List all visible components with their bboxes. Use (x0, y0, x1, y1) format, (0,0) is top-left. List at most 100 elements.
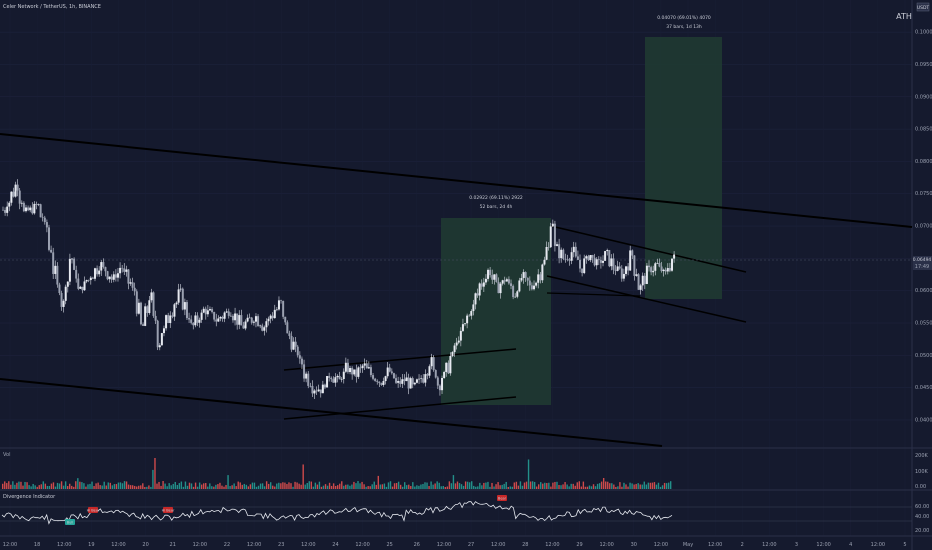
candle-body[interactable] (87, 279, 90, 281)
candle-body[interactable] (564, 258, 567, 260)
candle-body[interactable] (353, 369, 356, 375)
candle-body[interactable] (388, 367, 391, 372)
candle-body[interactable] (227, 311, 230, 316)
candle-body[interactable] (110, 276, 113, 280)
candle-body[interactable] (206, 310, 209, 315)
candle-body[interactable] (60, 292, 63, 307)
candle-body[interactable] (146, 306, 149, 313)
candle-body[interactable] (579, 259, 582, 269)
candle-body[interactable] (192, 322, 195, 326)
candle-body[interactable] (273, 309, 276, 319)
candle-body[interactable] (294, 341, 297, 347)
candle-body[interactable] (510, 283, 513, 286)
candle-body[interactable] (595, 259, 598, 266)
trendline-flag-base[interactable] (546, 292, 641, 297)
candle-body[interactable] (200, 312, 203, 320)
candle-body[interactable] (116, 273, 119, 278)
candle-body[interactable] (484, 278, 487, 283)
candle-body[interactable] (338, 375, 341, 380)
candle-body[interactable] (428, 366, 431, 376)
candle-body[interactable] (476, 293, 479, 296)
candle-body[interactable] (282, 300, 285, 317)
candle-body[interactable] (100, 262, 103, 271)
candle-body[interactable] (530, 285, 533, 290)
candle-body[interactable] (432, 357, 435, 371)
candle-body[interactable] (154, 315, 157, 321)
candle-body[interactable] (91, 277, 94, 279)
candle-body[interactable] (643, 275, 646, 284)
candle-body[interactable] (108, 276, 111, 280)
candle-body[interactable] (98, 270, 101, 275)
candle-body[interactable] (526, 277, 529, 281)
candle-body[interactable] (290, 335, 293, 350)
candle-body[interactable] (303, 364, 306, 379)
candle-body[interactable] (167, 315, 170, 323)
candle-body[interactable] (93, 268, 96, 279)
trendline-wedge-upper[interactable] (283, 348, 517, 371)
candle-body[interactable] (468, 315, 471, 317)
candle-body[interactable] (637, 274, 640, 290)
candle-body[interactable] (252, 321, 255, 323)
candle-body[interactable] (37, 204, 40, 205)
candle-body[interactable] (384, 376, 387, 382)
candle-body[interactable] (380, 383, 383, 385)
indicator-signal-badge[interactable] (65, 519, 75, 525)
trendline-flag-upper[interactable] (550, 225, 747, 273)
candle-body[interactable] (566, 259, 569, 260)
candle-body[interactable] (497, 281, 500, 294)
candle-body[interactable] (41, 217, 44, 218)
candle-body[interactable] (520, 278, 523, 281)
candle-body[interactable] (217, 318, 220, 322)
candle-body[interactable] (298, 355, 301, 359)
candle-body[interactable] (131, 282, 134, 288)
candle-body[interactable] (231, 315, 234, 321)
candle-body[interactable] (33, 203, 36, 214)
candle-body[interactable] (39, 204, 42, 218)
trendline-lower-channel[interactable] (0, 378, 663, 447)
candle-body[interactable] (386, 367, 389, 377)
candle-body[interactable] (562, 249, 565, 259)
candle-body[interactable] (608, 250, 611, 267)
candle-body[interactable] (29, 207, 32, 211)
candle-body[interactable] (171, 315, 174, 317)
candle-body[interactable] (20, 202, 23, 204)
candle-body[interactable] (533, 285, 536, 290)
candle-body[interactable] (181, 288, 184, 310)
candle-body[interactable] (52, 252, 55, 274)
candle-body[interactable] (261, 325, 264, 331)
candle-body[interactable] (183, 302, 186, 310)
candle-body[interactable] (277, 300, 280, 310)
candle-body[interactable] (551, 223, 554, 227)
candle-body[interactable] (445, 362, 448, 372)
candle-body[interactable] (64, 286, 67, 301)
candle-body[interactable] (106, 271, 109, 280)
trendline-upper-channel[interactable] (0, 133, 913, 228)
candle-body[interactable] (652, 270, 655, 273)
candle-body[interactable] (165, 315, 168, 329)
candle-body[interactable] (6, 206, 9, 213)
candle-body[interactable] (612, 258, 615, 270)
candle-body[interactable] (478, 283, 481, 296)
candle-body[interactable] (359, 367, 362, 369)
candle-body[interactable] (541, 264, 544, 281)
candle-body[interactable] (459, 330, 462, 341)
candle-body[interactable] (104, 267, 107, 272)
candle-body[interactable] (240, 315, 243, 326)
candle-body[interactable] (194, 315, 197, 326)
candle-body[interactable] (409, 378, 412, 389)
candle-body[interactable] (317, 389, 320, 392)
candle-body[interactable] (257, 316, 260, 327)
candle-body[interactable] (119, 267, 122, 274)
candle-body[interactable] (528, 280, 531, 286)
candle-body[interactable] (246, 317, 249, 322)
candle-body[interactable] (313, 390, 316, 394)
candle-body[interactable] (357, 367, 360, 377)
candle-body[interactable] (179, 288, 182, 290)
candle-body[interactable] (18, 190, 21, 204)
candle-body[interactable] (583, 258, 586, 274)
candle-body[interactable] (593, 257, 596, 266)
candle-body[interactable] (62, 300, 65, 307)
candle-body[interactable] (127, 269, 130, 284)
candle-body[interactable] (662, 269, 665, 272)
candle-body[interactable] (198, 319, 201, 323)
